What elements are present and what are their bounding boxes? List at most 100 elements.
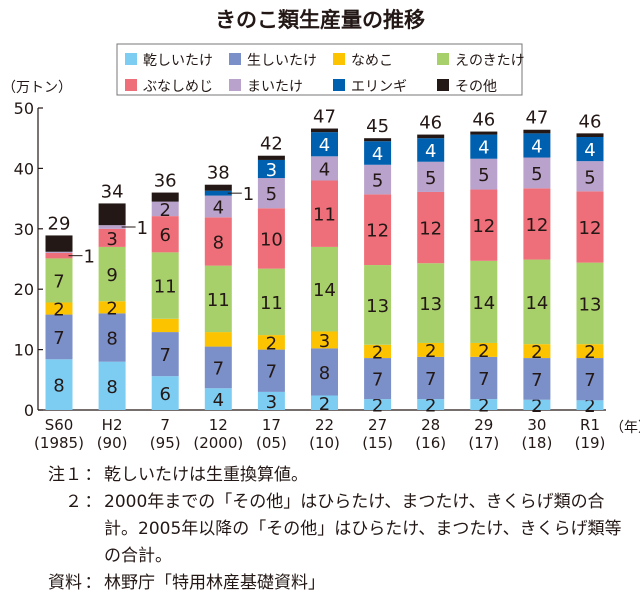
bar-segment (257, 155, 285, 160)
bar-segment (45, 314, 73, 360)
bar-segment (576, 133, 604, 137)
data-label: 14 (472, 293, 495, 314)
bar-segment (364, 194, 392, 266)
data-label: 13 (419, 294, 442, 315)
total-label: 46 (419, 113, 442, 134)
y-tick-label: 50 (14, 99, 34, 118)
note-separator: ： (84, 573, 102, 593)
legend-label: まいたけ (247, 79, 303, 95)
legend-swatch (437, 53, 449, 65)
data-label: 5 (266, 184, 277, 205)
bar-segment (151, 376, 179, 410)
data-label: 14 (525, 293, 548, 314)
data-label: 7 (266, 362, 277, 383)
x-tick-sublabel: (18) (522, 434, 553, 452)
data-label: 2 (425, 396, 436, 417)
data-label: 2 (106, 298, 117, 319)
bar-segment (151, 332, 179, 377)
bar-segment (470, 260, 498, 343)
x-tick-label: 17 (262, 416, 281, 434)
x-tick-label: S60 (45, 416, 74, 434)
x-tick-sublabel: (10) (309, 434, 340, 452)
data-label: 3 (266, 160, 277, 181)
data-label: 2 (584, 396, 595, 417)
x-tick-sublabel: (1985) (34, 434, 84, 452)
note-separator: ： (84, 492, 102, 512)
legend-swatch (125, 53, 137, 65)
bar-segment (576, 136, 604, 162)
bar-segment (364, 141, 392, 165)
data-label: 11 (313, 205, 336, 226)
data-label: 4 (584, 140, 595, 161)
x-tick-sublabel: (19) (575, 434, 606, 452)
bar-segment (204, 217, 232, 266)
x-tick-sublabel: (95) (150, 434, 181, 452)
total-label: 34 (101, 181, 124, 202)
bar-segment (257, 391, 285, 410)
data-label: 8 (319, 363, 330, 384)
bar-segment (523, 188, 551, 260)
note-1: 注１ ： 乾しいたけは生重換算値。 (12, 462, 624, 489)
x-tick-label: 28 (421, 416, 440, 434)
bar-segment (311, 180, 338, 247)
data-label: 2 (372, 342, 383, 363)
bar-segment (364, 344, 392, 359)
total-label: 45 (366, 116, 389, 137)
total-label: 38 (207, 163, 230, 184)
bar-segment (311, 331, 338, 349)
x-tick-label: H2 (102, 416, 123, 434)
bar-segment (311, 132, 338, 157)
data-label: 13 (579, 294, 602, 315)
bar-segment (417, 399, 445, 410)
data-label: 2 (319, 394, 330, 415)
x-tick-sublabel: (16) (415, 434, 446, 452)
legend-label: 乾しいたけ (143, 53, 213, 69)
x-tick-sublabel: (17) (468, 434, 499, 452)
y-tick-label: 10 (14, 341, 34, 360)
note-2: ２ ： 2000年までの「その他」はひらたけ、まつたけ、きくらげ類の合計。200… (12, 489, 624, 570)
bar-segment (311, 348, 338, 396)
note-text: 2000年までの「その他」はひらたけ、まつたけ、きくらげ類の合計。2005年以降… (104, 492, 622, 566)
bar-segment (204, 332, 232, 347)
data-label: 2 (53, 300, 64, 321)
bar-segment (257, 178, 285, 209)
x-tick-label: 30 (527, 416, 546, 434)
bar-segment (257, 208, 285, 269)
bar-segment (45, 235, 73, 252)
data-label: 7 (584, 370, 595, 391)
bar-segment (204, 346, 232, 389)
data-label: 2 (531, 396, 542, 417)
x-tick-label: 27 (368, 416, 387, 434)
x-tick-sublabel: (05) (256, 434, 287, 452)
x-tick-label: 22 (315, 416, 334, 434)
bar-segment (470, 134, 498, 159)
bar-segment (417, 263, 445, 343)
data-label: 7 (425, 369, 436, 390)
bar-segment (523, 157, 551, 189)
bar-segment (470, 131, 498, 135)
bar-segment (204, 190, 232, 196)
x-tick-label: R1 (580, 416, 600, 434)
data-label: 8 (53, 376, 64, 397)
total-label: 46 (579, 111, 602, 132)
bar-segment (470, 158, 498, 190)
source-text: 林野庁「特用林産基礎資料」 (104, 573, 325, 593)
data-label: 2 (584, 342, 595, 363)
data-label: 4 (319, 135, 330, 156)
source: 資料 ： 林野庁「特用林産基礎資料」 (12, 570, 624, 597)
data-label: 2 (266, 333, 277, 354)
bar-segment (311, 128, 338, 133)
legend-swatch (229, 79, 241, 91)
bar-segment (98, 225, 126, 229)
bar-segment (417, 342, 445, 357)
legend-swatch (125, 79, 137, 91)
x-tick-label: 7 (160, 416, 170, 434)
x-tick-label: 12 (209, 416, 228, 434)
total-label: 36 (154, 171, 177, 192)
legend-swatch (333, 79, 345, 91)
bar-segment (151, 216, 179, 253)
bar-segment (364, 138, 392, 142)
bar-segment (311, 395, 338, 410)
legend-box (116, 43, 523, 96)
